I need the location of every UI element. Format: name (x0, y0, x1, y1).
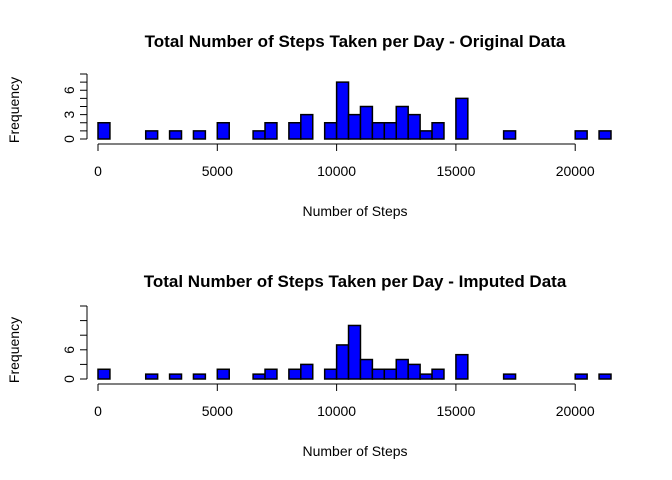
x-axis-label-imputed: Number of Steps (302, 443, 407, 459)
x-tick-label: 15000 (436, 163, 475, 179)
x-axis-label-original: Number of Steps (302, 203, 407, 219)
histogram-bar (144, 373, 159, 380)
histogram-bar (502, 130, 517, 140)
y-tick-label: 3 (61, 111, 77, 119)
histogram-bar (192, 373, 207, 380)
histogram-bar (395, 105, 409, 140)
histogram-bar (395, 358, 409, 380)
x-tick-label: 10000 (317, 403, 356, 419)
histogram-bar (288, 122, 302, 140)
histogram-bar (419, 130, 433, 140)
chart-title-original: Total Number of Steps Taken per Day - Or… (145, 32, 566, 51)
histogram-bar (407, 113, 421, 140)
x-axis-imputed: 0 5000 10000 15000 20000 (94, 383, 595, 419)
histogram-bar (359, 358, 374, 380)
x-tick-label: 0 (94, 403, 102, 419)
y-axis-imputed: 06 (61, 305, 88, 383)
y-axis-label-original: Frequency (6, 77, 22, 143)
x-tick-label: 5000 (202, 403, 233, 419)
y-tick-label: 0 (61, 375, 77, 383)
y-tick-label: 0 (61, 135, 77, 143)
histogram-bar (431, 122, 445, 140)
histogram-bar (419, 373, 433, 380)
histogram-bar (168, 130, 183, 140)
histogram-original-panel: Total Number of Steps Taken per Day - Or… (6, 32, 612, 219)
histogram-bar (323, 122, 338, 140)
histogram-bar (216, 368, 230, 380)
histogram-bar (288, 368, 302, 380)
y-tick-label: 6 (61, 86, 77, 94)
histogram-bar (252, 130, 266, 140)
histogram-bar (407, 363, 421, 380)
histogram-bar (598, 373, 612, 380)
x-tick-label: 15000 (436, 403, 475, 419)
histogram-bar (335, 81, 350, 140)
x-tick-label: 20000 (556, 403, 595, 419)
histogram-bar (574, 373, 588, 380)
bars-original (97, 81, 612, 140)
x-tick-label: 0 (94, 163, 102, 179)
histogram-bar (347, 324, 362, 380)
histogram-bar (264, 122, 278, 140)
histogram-bar (97, 122, 111, 140)
histogram-bar (371, 368, 386, 380)
histogram-imputed-panel: Total Number of Steps Taken per Day - Im… (6, 272, 612, 459)
histogram-bar (323, 368, 338, 380)
histogram-bar (455, 97, 469, 140)
histogram-bar (264, 368, 278, 380)
chart-title-imputed: Total Number of Steps Taken per Day - Im… (144, 272, 567, 291)
x-tick-label: 20000 (556, 163, 595, 179)
histogram-bar (598, 130, 612, 140)
histogram-bar (97, 368, 111, 380)
histogram-bar (300, 363, 314, 380)
histogram-bar (431, 368, 445, 380)
y-axis-label-imputed: Frequency (6, 317, 22, 383)
histogram-bar (371, 122, 386, 140)
histogram-bar (359, 105, 374, 140)
histogram-bar (574, 130, 588, 140)
histogram-bar (252, 373, 266, 380)
x-axis-original: 0 5000 10000 15000 20000 (94, 143, 595, 179)
histogram-bar (335, 344, 350, 380)
histogram-bar (383, 122, 398, 140)
histogram-bar (347, 113, 362, 140)
y-axis-original: 0 3 6 (61, 73, 88, 143)
bars-imputed (97, 324, 612, 380)
histogram-bar (455, 353, 469, 380)
y-tick-label: 6 (61, 346, 77, 354)
histogram-bar (300, 113, 314, 140)
histogram-bar (192, 130, 207, 140)
x-tick-label: 10000 (317, 163, 356, 179)
histogram-bar (383, 368, 398, 380)
histogram-bar (502, 373, 517, 380)
histogram-bar (168, 373, 183, 380)
histogram-bar (216, 122, 230, 140)
x-tick-label: 5000 (202, 163, 233, 179)
histogram-bar (144, 130, 159, 140)
